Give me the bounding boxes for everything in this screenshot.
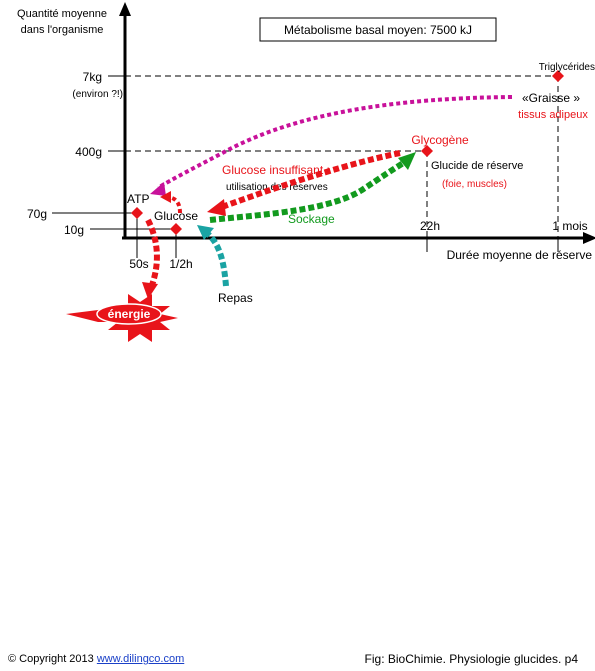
point-atp	[131, 207, 143, 219]
arrowhead-teal	[197, 225, 214, 240]
point-triglycerides	[552, 70, 564, 82]
x-tick-half-hour: 1/2h	[169, 257, 192, 271]
label-energie: énergie	[108, 307, 151, 321]
label-graisse: «Graisse »	[522, 91, 580, 105]
arrowhead-green	[398, 152, 416, 170]
y-tick-marks	[52, 75, 176, 230]
energie-ellipse	[96, 303, 162, 325]
label-repas: Repas	[218, 291, 253, 305]
x-axis-arrowhead	[583, 232, 595, 244]
label-glucide-reserve: Glucide de réserve	[431, 160, 523, 172]
copyright-symbol: ©	[8, 653, 17, 665]
point-glycogene	[421, 145, 433, 157]
footer-copyright: © Copyright 2013 www.dilingco.com	[8, 653, 184, 665]
label-glucose: Glucose	[154, 209, 198, 223]
arrow-atp-to-energie	[145, 218, 160, 286]
y-tick-environ: (environ ?!)	[72, 89, 123, 100]
y-axis-label-line2: dans l'organisme	[21, 24, 104, 36]
y-tick-10g: 10g	[64, 223, 84, 237]
data-points	[131, 70, 564, 235]
arrow-glycogene-to-glucose	[220, 150, 401, 210]
arrowhead-red-glucose	[207, 199, 226, 216]
title-box-text: Métabolisme basal moyen: 7500 kJ	[284, 23, 472, 37]
arrowhead-magenta	[150, 182, 166, 196]
footer-figure-caption: Fig: BioChimie. Physiologie glucides. p4	[364, 652, 578, 666]
y-axis-arrowhead	[119, 2, 131, 16]
arrowhead-red-energie	[142, 282, 158, 299]
x-tick-22h: 22h	[420, 219, 440, 233]
arrow-stockage	[209, 159, 407, 223]
y-tick-70g: 70g	[27, 207, 47, 221]
x-axis-label: Durée moyenne de réserve	[447, 248, 593, 262]
label-glycogene: Glycogène	[411, 133, 469, 147]
label-glucose-insuffisant: Glucose insuffisant :	[222, 163, 330, 177]
energie-starburst: énergie	[66, 294, 178, 342]
x-tick-1-mois: 1 mois	[552, 219, 587, 233]
label-triglycerides: Triglycérides	[539, 62, 595, 73]
axes	[119, 2, 595, 244]
arrowhead-red-atp	[160, 191, 171, 203]
title-box	[259, 17, 497, 42]
dashed-guides	[125, 75, 559, 238]
y-tick-7kg: 7kg	[83, 70, 102, 84]
y-axis-label-line1: Quantité moyenne	[17, 8, 107, 20]
label-atp: ATP	[127, 192, 149, 206]
label-foie-muscles: (foie, muscles)	[442, 179, 507, 190]
footer-link[interactable]: www.dilingco.com	[96, 653, 185, 665]
y-tick-400g: 400g	[75, 145, 102, 159]
label-tissus-adipeux: tissus adipeux	[518, 109, 588, 121]
arrow-repas-to-glucose	[205, 231, 229, 287]
arrow-glucose-to-atp	[167, 195, 182, 214]
label-stockage: Sockage	[288, 212, 335, 226]
point-glucose	[170, 223, 182, 235]
copyright-text: Copyright 2013	[19, 653, 94, 665]
x-tick-50s: 50s	[129, 257, 148, 271]
